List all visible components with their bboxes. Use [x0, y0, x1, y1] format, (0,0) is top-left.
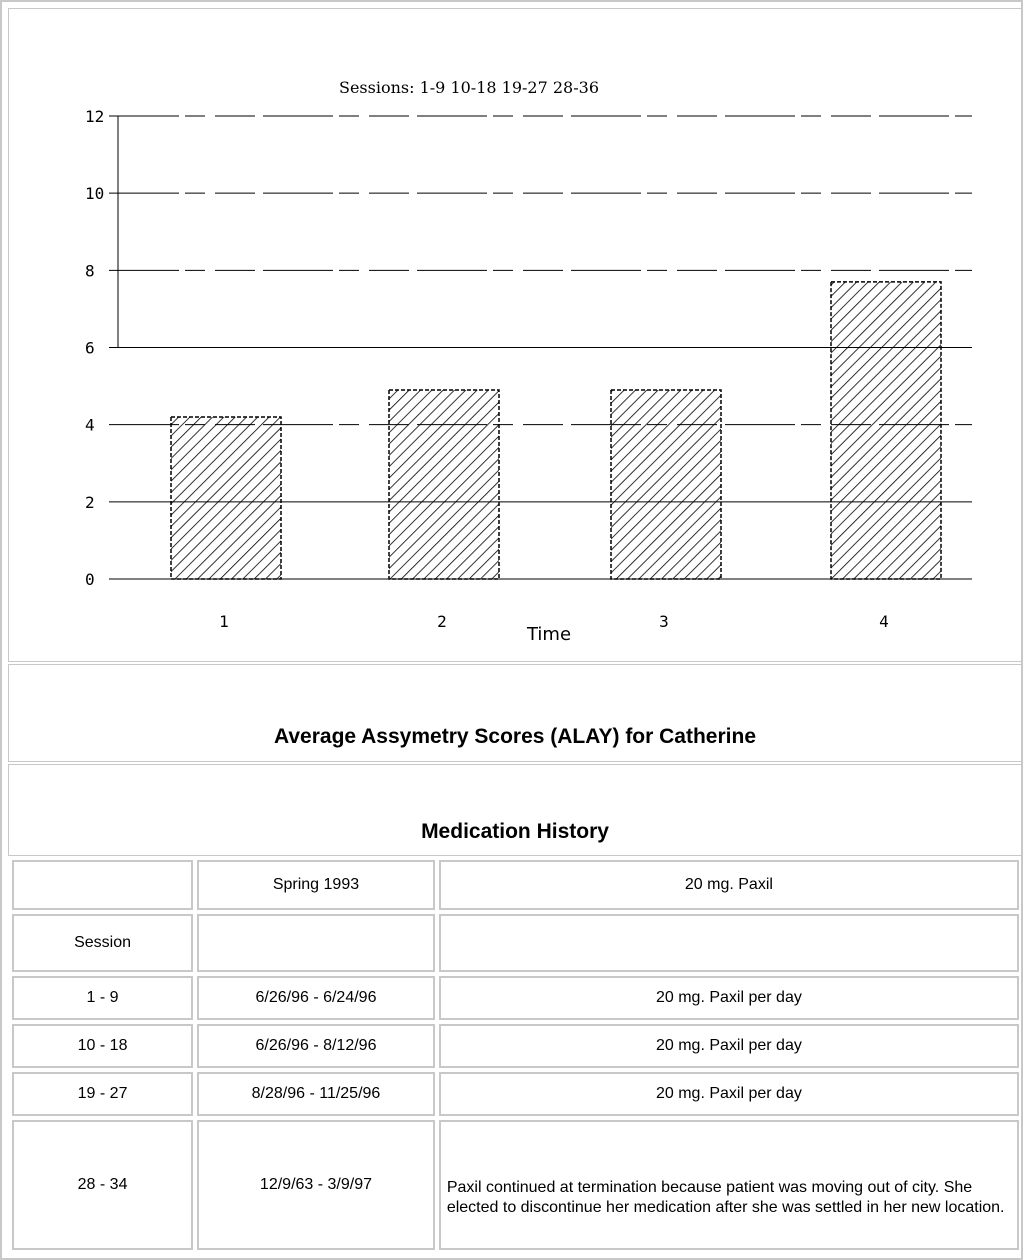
table-cell — [438, 914, 1019, 972]
table-row: Session — [12, 914, 1019, 972]
y-tick-label: 2 — [85, 493, 95, 512]
chart-cell: 0 2 4 6 8 10 12 1 2 3 4 Sessions: 1-9 10-18 19-27 2… — [8, 8, 1021, 662]
table-cell — [197, 914, 435, 972]
chart-grid — [109, 115, 972, 580]
table-row: 19 - 27 8/28/96 - 11/25/96 20 mg. Paxil … — [12, 1072, 1019, 1116]
table-cell: 20 mg. Paxil per day — [438, 1024, 1019, 1068]
bar — [610, 389, 722, 580]
x-tick-label: 2 — [437, 612, 447, 631]
table-row: 1 - 9 6/26/96 - 6/24/96 20 mg. Paxil per… — [12, 976, 1019, 1020]
x-tick-label: 3 — [659, 612, 669, 631]
table-cell: Spring 1993 — [197, 860, 435, 910]
table-cell: 6/26/96 - 8/12/96 — [197, 1024, 435, 1068]
table-row: 28 - 34 12/9/63 - 3/9/97 Paxil continued… — [12, 1120, 1019, 1250]
bar — [388, 389, 500, 580]
table-cell: 28 - 34 — [12, 1120, 194, 1250]
bar — [830, 281, 942, 580]
chart-bars — [170, 281, 942, 580]
chart-caption: Average Assymetry Scores (ALAY) for Cath… — [273, 725, 756, 748]
table-row: 10 - 18 6/26/96 - 8/12/96 20 mg. Paxil p… — [12, 1024, 1019, 1068]
table-cell: 10 - 18 — [12, 1024, 194, 1068]
x-tick-label: 4 — [879, 612, 889, 631]
table-cell: 19 - 27 — [12, 1072, 194, 1116]
table-cell: 1 - 9 — [12, 976, 194, 1020]
table-cell: Paxil continued at termination because p… — [438, 1120, 1019, 1250]
table-cell: 6/26/96 - 6/24/96 — [197, 976, 435, 1020]
table-cell: 8/28/96 - 11/25/96 — [197, 1072, 435, 1116]
medication-title: Medication History — [421, 820, 609, 843]
y-tick-label: 8 — [85, 261, 95, 280]
table-row: Spring 1993 20 mg. Paxil — [12, 860, 1019, 910]
x-tick-label: 1 — [219, 612, 229, 631]
bar — [170, 416, 282, 580]
y-tick-label: 0 — [85, 570, 95, 589]
y-tick-label: 6 — [85, 339, 95, 358]
table-cell: Session — [12, 914, 194, 972]
y-tick-label: 4 — [85, 416, 95, 435]
medication-title-cell: Medication History — [8, 764, 1021, 856]
y-tick-label: 12 — [85, 107, 104, 126]
chart-caption-cell: Average Assymetry Scores (ALAY) for Cath… — [8, 664, 1021, 762]
medication-table: Spring 1993 20 mg. Paxil Session 1 - 9 6… — [8, 856, 1023, 1254]
table-cell — [12, 860, 194, 910]
table-cell: 12/9/63 - 3/9/97 — [197, 1120, 435, 1250]
x-axis-label: Time — [526, 624, 571, 645]
table-cell: 20 mg. Paxil per day — [438, 976, 1019, 1020]
y-tick-label: 10 — [85, 184, 104, 203]
table-cell: 20 mg. Paxil per day — [438, 1072, 1019, 1116]
chart-title: Sessions: 1-9 10-18 19-27 28-36 — [339, 78, 599, 97]
table-cell: 20 mg. Paxil — [438, 860, 1019, 910]
